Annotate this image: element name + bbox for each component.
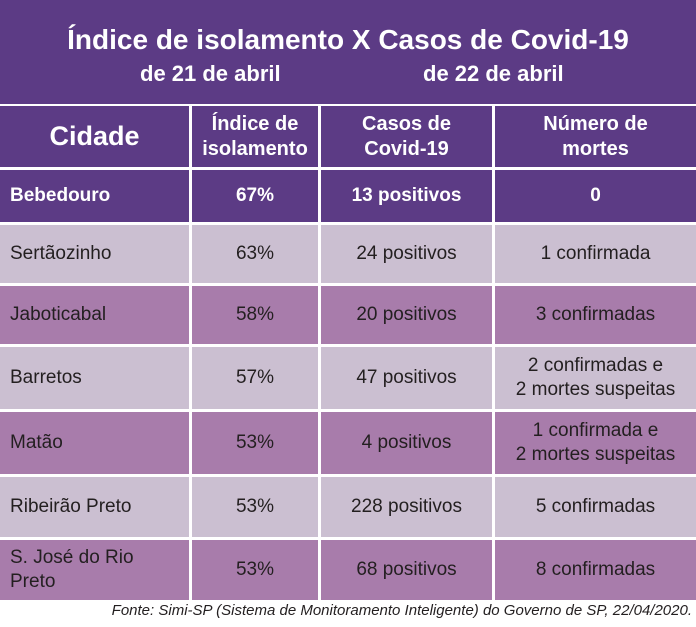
table-cell: 67%	[192, 170, 318, 222]
column-header: Cidade	[0, 106, 189, 167]
table-cell: Matão	[0, 412, 189, 474]
table-cell: 13 positivos	[321, 170, 492, 222]
table-cell: 63%	[192, 225, 318, 283]
table-cell: Sertãozinho	[0, 225, 189, 283]
table-cell: S. José do Rio Preto	[0, 540, 189, 600]
table-cell: Bebedouro	[0, 170, 189, 222]
title-box: Índice de isolamento X Casos de Covid-19…	[0, 0, 696, 104]
column-header: Número de mortes	[495, 106, 696, 167]
table-cell: 20 positivos	[321, 286, 492, 344]
table-cell: Ribeirão Preto	[0, 477, 189, 537]
table-cell: 58%	[192, 286, 318, 344]
table: Cidade Índice de isolamento Casos de Covid…	[0, 106, 696, 600]
table-cell: Barretos	[0, 347, 189, 409]
table-cell: 57%	[192, 347, 318, 409]
table-cell: 1 confirmada e 2 mortes suspeitas	[495, 412, 696, 474]
subtitle: de 21 de abril	[140, 61, 281, 86]
table-cell: 3 confirmadas	[495, 286, 696, 344]
table-cell: 68 positivos	[321, 540, 492, 600]
column-header: Casos de Covid-19	[321, 106, 492, 167]
table-cell: 4 positivos	[321, 412, 492, 474]
table-cell: 5 confirmadas	[495, 477, 696, 537]
table-cell: 47 positivos	[321, 347, 492, 409]
subtitle: de 22 de abril	[423, 61, 564, 86]
table-cell: 24 positivos	[321, 225, 492, 283]
source-note: Fonte: Simi-SP (Sistema de Monitoramento…	[111, 602, 692, 619]
table-cell: 8 confirmadas	[495, 540, 696, 600]
title: Índice de isolamento X Casos de Covid-19	[67, 24, 629, 55]
table-cell: 228 positivos	[321, 477, 492, 537]
table-cell: 53%	[192, 412, 318, 474]
table-cell: 2 confirmadas e 2 mortes suspeitas	[495, 347, 696, 409]
table-cell: 1 confirmada	[495, 225, 696, 283]
table-cell: 0	[495, 170, 696, 222]
table-cell: 53%	[192, 540, 318, 600]
column-header: Índice de isolamento	[192, 106, 318, 167]
table-cell: 53%	[192, 477, 318, 537]
table-cell: Jaboticabal	[0, 286, 189, 344]
